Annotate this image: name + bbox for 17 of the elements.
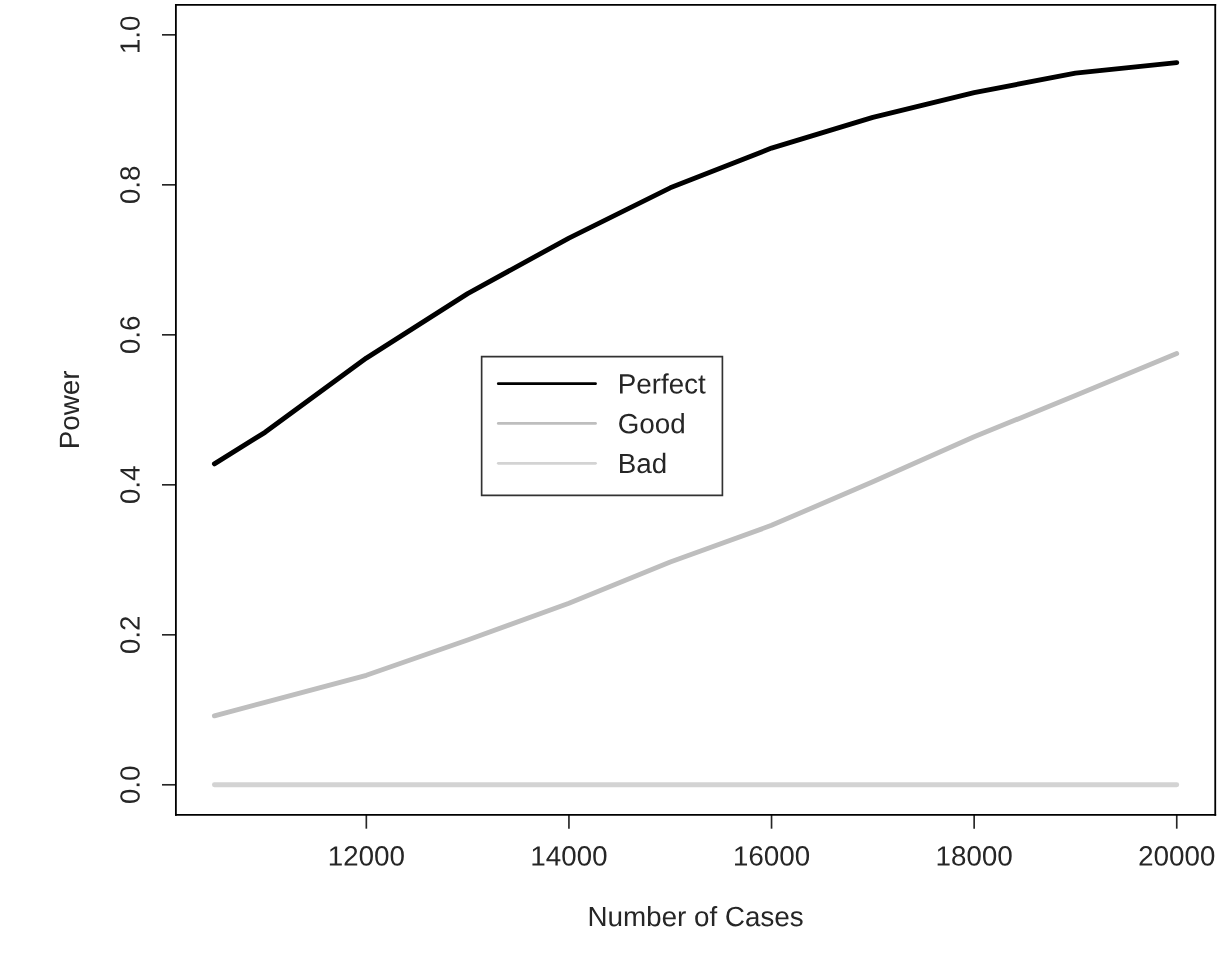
legend-label: Perfect <box>620 373 706 394</box>
x-tick-label: 18000 <box>937 846 1012 866</box>
x-tick-label: 16000 <box>735 846 810 866</box>
legend-label: Good <box>619 413 684 434</box>
y-tick-label: 1.0 <box>120 16 140 53</box>
y-axis-title: Power <box>59 370 80 447</box>
line-series <box>211 351 1180 719</box>
x-tick-label: 14000 <box>532 846 607 866</box>
y-tick-label: 0.4 <box>120 466 140 504</box>
legend-label: Bad <box>620 452 666 474</box>
y-tick-label: 0.0 <box>120 766 140 804</box>
x-axis-title: Number of Cases <box>589 905 803 927</box>
x-tick-label: 12000 <box>329 846 404 866</box>
x-tick-label: 20000 <box>1139 846 1215 866</box>
y-tick-label: 0.2 <box>120 616 140 654</box>
y-tick-label: 0.8 <box>120 166 140 204</box>
y-tick-label: 0.6 <box>120 316 140 354</box>
